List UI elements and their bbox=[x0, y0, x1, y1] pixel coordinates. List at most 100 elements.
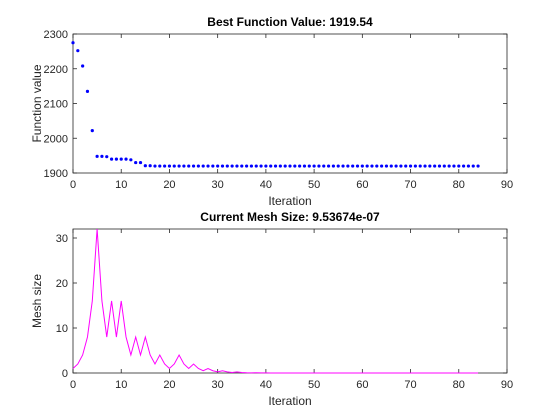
data-point bbox=[163, 164, 167, 168]
chart-title: Current Mesh Size: 9.53674e-07 bbox=[200, 210, 380, 224]
data-point bbox=[457, 164, 461, 168]
data-point bbox=[167, 164, 172, 168]
data-point bbox=[307, 164, 311, 168]
data-point bbox=[211, 164, 215, 168]
data-point bbox=[433, 164, 437, 168]
data-point bbox=[100, 154, 104, 158]
data-point bbox=[404, 164, 408, 168]
x-tick-label: 40 bbox=[260, 379, 272, 391]
data-point bbox=[336, 164, 340, 168]
data-point bbox=[245, 164, 249, 168]
data-point bbox=[312, 164, 316, 168]
data-point bbox=[172, 164, 176, 168]
data-point bbox=[124, 157, 128, 161]
data-point bbox=[259, 164, 263, 168]
data-point bbox=[326, 164, 331, 168]
data-point bbox=[158, 164, 162, 168]
data-point bbox=[476, 164, 480, 168]
data-point bbox=[466, 164, 471, 168]
best-function-value-plot: 0 10 20 30 40 50 60 70 80 90 1900 2000 2100 2200 2300 B… bbox=[30, 15, 513, 208]
data-point bbox=[360, 164, 364, 168]
data-point bbox=[225, 164, 229, 168]
data-point bbox=[317, 164, 321, 168]
data-point bbox=[375, 164, 379, 168]
y-tick-label: 1900 bbox=[44, 168, 68, 180]
y-tick-label: 2300 bbox=[44, 29, 68, 41]
data-point bbox=[109, 157, 114, 161]
y-axis-label: Function value bbox=[30, 64, 44, 142]
data-point bbox=[447, 164, 451, 168]
data-point bbox=[298, 164, 302, 168]
data-point bbox=[278, 164, 282, 168]
data-point bbox=[138, 160, 143, 165]
data-point bbox=[230, 164, 234, 168]
data-point bbox=[196, 164, 200, 168]
mesh-size-line bbox=[72, 228, 479, 374]
data-point bbox=[452, 164, 456, 168]
data-point bbox=[351, 164, 355, 168]
data-point bbox=[216, 164, 220, 168]
x-tick-label: 80 bbox=[453, 179, 465, 191]
data-point bbox=[471, 164, 475, 168]
x-tick-label: 50 bbox=[308, 179, 320, 191]
x-tick-label: 90 bbox=[501, 379, 513, 391]
x-tick-label: 60 bbox=[356, 379, 368, 391]
x-tick-label: 90 bbox=[501, 179, 513, 191]
y-tick-label: 2100 bbox=[44, 99, 68, 111]
data-point bbox=[264, 164, 268, 168]
data-point bbox=[153, 164, 157, 168]
x-tick-label: 20 bbox=[163, 379, 175, 391]
data-point bbox=[235, 164, 239, 168]
data-point bbox=[293, 164, 297, 168]
data-point bbox=[85, 89, 90, 93]
data-point bbox=[302, 164, 307, 168]
data-point bbox=[273, 164, 278, 168]
data-point bbox=[442, 164, 446, 168]
data-point bbox=[182, 164, 186, 168]
data-point bbox=[283, 164, 287, 168]
x-tick-label: 30 bbox=[212, 379, 224, 391]
data-point bbox=[389, 164, 393, 168]
y-tick-label: 30 bbox=[56, 233, 68, 245]
data-point bbox=[370, 164, 374, 168]
data-point bbox=[71, 41, 75, 45]
y-tick-label: 2200 bbox=[44, 64, 68, 76]
axes-box bbox=[72, 228, 508, 374]
data-point bbox=[206, 164, 210, 168]
data-point bbox=[76, 49, 80, 53]
data-point bbox=[129, 158, 133, 162]
y-tick-label: 0 bbox=[62, 368, 68, 380]
x-tick-label: 0 bbox=[70, 179, 76, 191]
y-tick-label: 2000 bbox=[44, 133, 68, 145]
data-point bbox=[191, 164, 196, 168]
x-axis-label: Iteration bbox=[268, 194, 311, 208]
data-point bbox=[413, 164, 417, 168]
data-point bbox=[95, 154, 99, 158]
data-point bbox=[428, 164, 432, 168]
data-point bbox=[394, 164, 398, 168]
data-point bbox=[148, 164, 152, 168]
x-tick-label: 70 bbox=[404, 379, 416, 391]
data-point bbox=[81, 64, 85, 68]
data-point bbox=[249, 164, 254, 168]
data-point bbox=[322, 164, 326, 168]
data-point bbox=[240, 164, 244, 168]
y-tick-label: 20 bbox=[56, 278, 68, 290]
x-tick-label: 60 bbox=[356, 179, 368, 191]
data-point bbox=[134, 160, 138, 165]
data-point bbox=[408, 164, 413, 168]
x-tick-label: 0 bbox=[70, 379, 76, 391]
data-point bbox=[423, 164, 427, 168]
data-point bbox=[399, 164, 403, 168]
x-axis-label: Iteration bbox=[268, 394, 311, 408]
x-tick-label: 10 bbox=[115, 379, 127, 391]
data-point bbox=[346, 164, 350, 168]
data-point bbox=[365, 164, 369, 168]
data-point bbox=[437, 164, 442, 168]
mesh-size-plot: 0 10 20 30 40 50 60 70 80 90 0 10 20 30 Current Mesh S… bbox=[30, 210, 513, 408]
data-point bbox=[177, 164, 181, 168]
data-point bbox=[114, 157, 118, 161]
x-tick-label: 10 bbox=[115, 179, 127, 191]
axes-box bbox=[72, 33, 508, 174]
